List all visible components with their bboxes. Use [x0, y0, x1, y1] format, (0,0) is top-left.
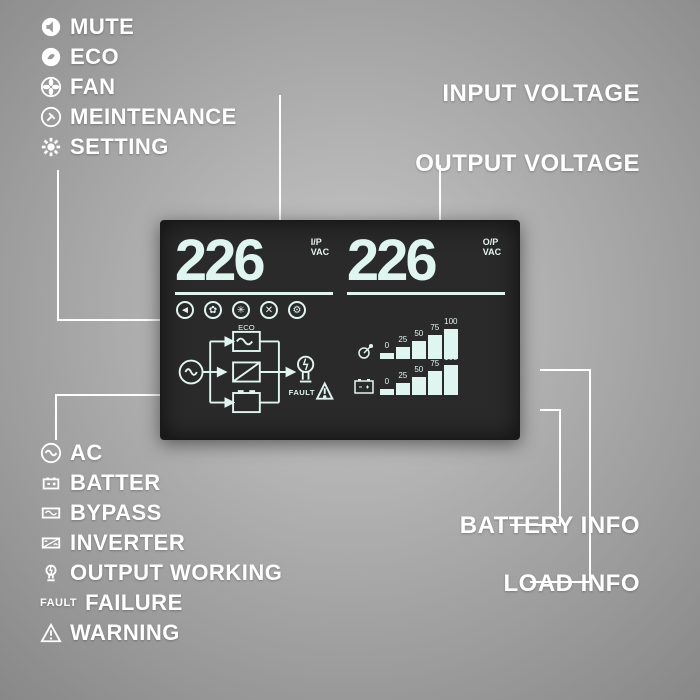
- legend-item-failure: FAULT FAILURE: [40, 590, 282, 616]
- legend-mid-group: AC BATTER BYPASS INVERTER OUTPUT WORKING…: [40, 440, 282, 650]
- legend-item-fan: FAN: [40, 74, 237, 100]
- legend-item-battery: BATTER: [40, 470, 282, 496]
- battery-icon: [40, 472, 62, 494]
- output-value: 226: [347, 232, 435, 290]
- input-unit: I/PVAC: [311, 238, 329, 258]
- lcd-mute-icon: ◄: [176, 301, 194, 319]
- mute-icon: [40, 16, 62, 38]
- readings-row: 226 I/PVAC 226 O/PVAC: [162, 222, 518, 295]
- legend-label: MUTE: [70, 14, 134, 40]
- legend-item-mute: MUTE: [40, 14, 237, 40]
- svg-text:ECO: ECO: [238, 323, 255, 332]
- legend-label: MEINTENANCE: [70, 104, 237, 130]
- lcd-setting-icon: ⚙: [288, 301, 306, 319]
- svg-text:FAULT: FAULT: [289, 388, 315, 397]
- lcd-flow-diagram: ECO FAULT: [172, 323, 344, 421]
- legend-label: OUTPUT WORKING: [70, 560, 282, 586]
- legend-item-inverter: INVERTER: [40, 530, 282, 556]
- lcd-icon-row: ◄ ✿ ✳ ✕ ⚙: [162, 295, 518, 323]
- load-meter: 0255075100: [352, 329, 508, 359]
- legend-item-ac: AC: [40, 440, 282, 466]
- legend-label: BATTER: [70, 470, 161, 496]
- lcd-eco-icon: ✿: [204, 301, 222, 319]
- lcd-fan-icon: ✳: [232, 301, 250, 319]
- battery-meter-icon: [352, 375, 376, 395]
- output-reading: 226 O/PVAC: [347, 232, 505, 295]
- input-reading: 226 I/PVAC: [175, 232, 333, 295]
- legend-label: BYPASS: [70, 500, 162, 526]
- legend-item-eco: ECO: [40, 44, 237, 70]
- legend-item-warning: WARNING: [40, 620, 282, 646]
- battery-meter: 0255075100: [352, 365, 508, 395]
- label-output-voltage: OUTPUT VOLTAGE: [415, 150, 640, 178]
- inverter-icon: [40, 532, 62, 554]
- legend-label: FAILURE: [85, 590, 183, 616]
- legend-label: FAN: [70, 74, 116, 100]
- legend-label: AC: [70, 440, 103, 466]
- legend-item-bypass: BYPASS: [40, 500, 282, 526]
- legend-label: INVERTER: [70, 530, 185, 556]
- output-unit: O/PVAC: [483, 238, 501, 258]
- setting-icon: [40, 136, 62, 158]
- lcd-panel: 226 I/PVAC 226 O/PVAC ◄ ✿ ✳ ✕ ⚙: [160, 220, 520, 440]
- ac-icon: [40, 442, 62, 464]
- load-meter-icon: [352, 339, 376, 359]
- legend-item-output: OUTPUT WORKING: [40, 560, 282, 586]
- label-battery-info: BATTERY INFO: [460, 512, 640, 540]
- legend-label: ECO: [70, 44, 119, 70]
- legend-label: WARNING: [70, 620, 180, 646]
- maintenance-icon: [40, 106, 62, 128]
- bypass-icon: [40, 502, 62, 524]
- legend-item-maintenance: MEINTENANCE: [40, 104, 237, 130]
- label-load-info: LOAD INFO: [504, 570, 641, 598]
- legend-top-group: MUTE ECO FAN MEINTENANCE SETTING: [40, 14, 237, 164]
- output-icon: [40, 562, 62, 584]
- label-input-voltage: INPUT VOLTAGE: [442, 80, 640, 108]
- warning-icon: [40, 622, 62, 644]
- fan-icon: [40, 76, 62, 98]
- legend-item-setting: SETTING: [40, 134, 237, 160]
- legend-label: SETTING: [70, 134, 169, 160]
- input-value: 226: [175, 232, 263, 290]
- fault-icon: FAULT: [40, 592, 77, 614]
- eco-icon: [40, 46, 62, 68]
- lcd-meters: 0255075100 0255075100: [352, 323, 508, 421]
- lcd-maint-icon: ✕: [260, 301, 278, 319]
